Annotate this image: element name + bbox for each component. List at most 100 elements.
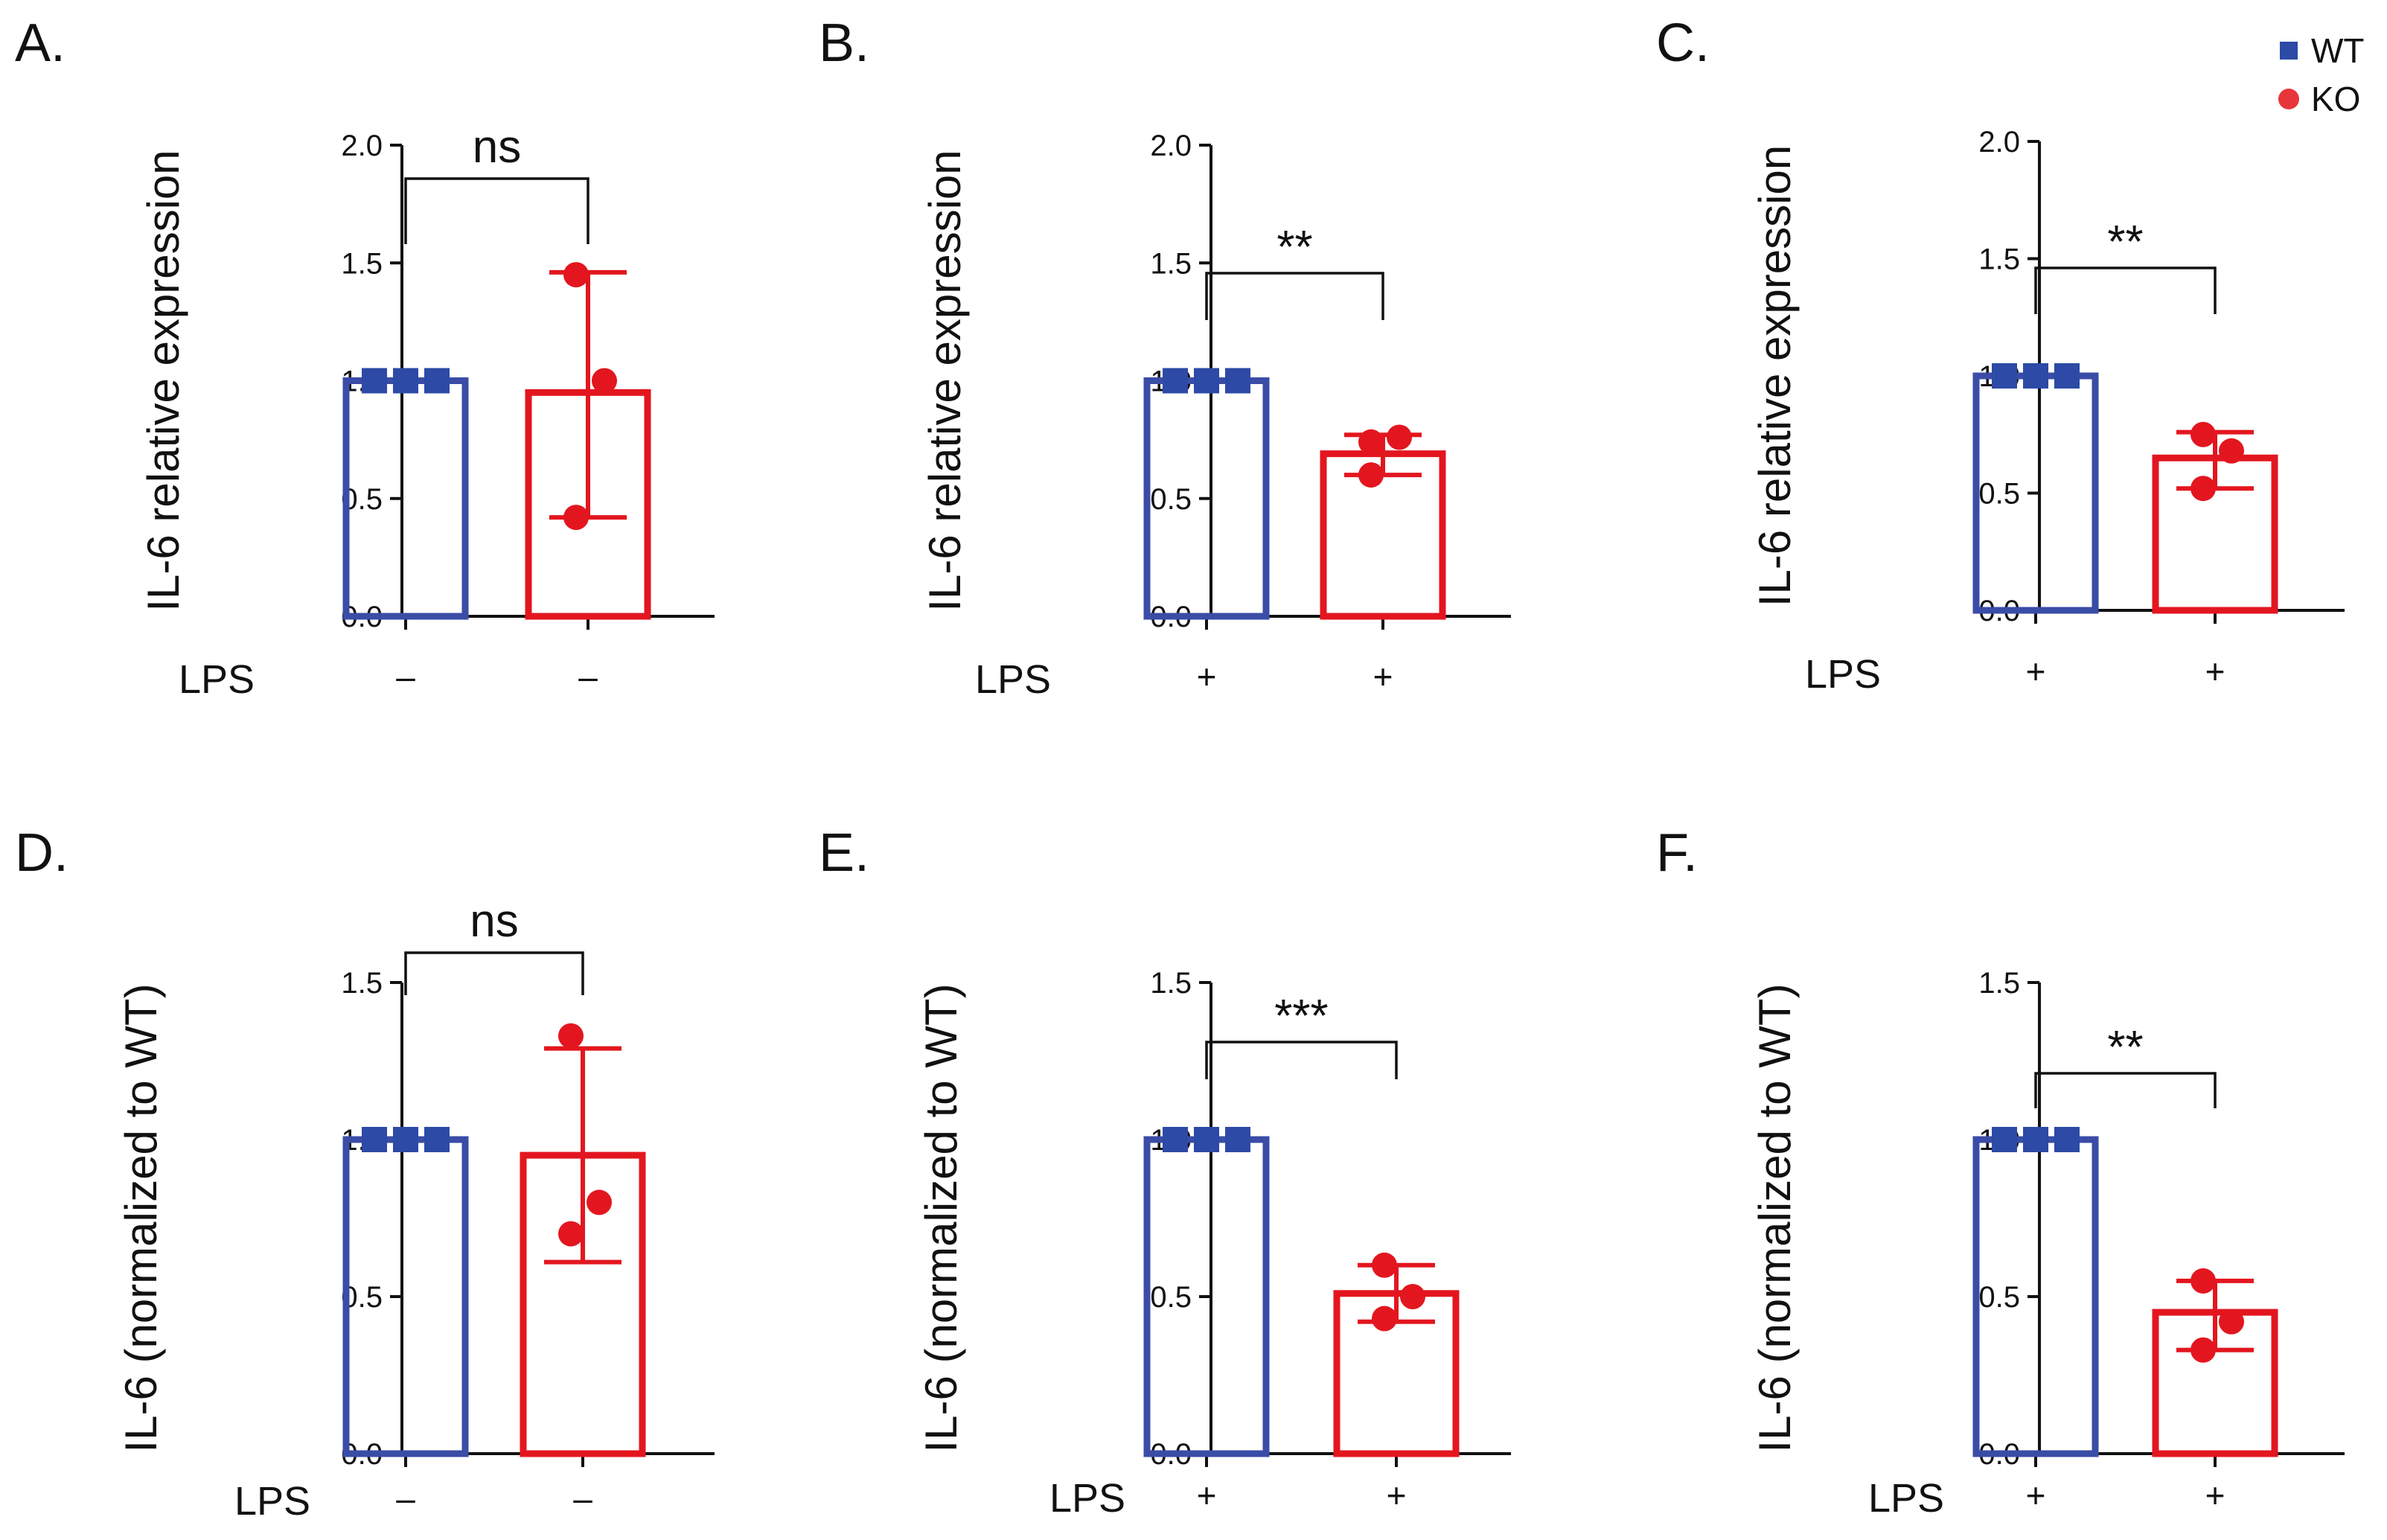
- data-point-ko: [592, 368, 617, 394]
- data-point-ko: [1372, 1306, 1397, 1332]
- y-tick-label: 1.5: [1978, 967, 2020, 1000]
- panel-label: C.: [1656, 13, 1710, 73]
- y-axis-title: IL-6 relative expression: [138, 150, 188, 611]
- y-tick-label: 2.0: [1978, 126, 2020, 159]
- data-point-wt: [2023, 1127, 2048, 1152]
- chart-panel-d: D.IL-6 (normalized to WT)0.00.51.01.5––L…: [15, 823, 715, 1524]
- lps-row-label: LPS: [1049, 1476, 1125, 1521]
- panel-label: B.: [819, 13, 869, 73]
- significance-bracket: [1205, 1041, 1398, 1079]
- significance-label: ns: [470, 895, 518, 947]
- data-point-wt: [1992, 363, 2017, 389]
- lps-sign: –: [573, 1479, 592, 1518]
- lps-row-label: LPS: [975, 657, 1051, 702]
- data-point-wt: [362, 368, 387, 394]
- y-tick-label: 1.5: [1150, 247, 1192, 280]
- data-point-wt: [1225, 368, 1250, 394]
- y-tick-label: 0.5: [1150, 1281, 1192, 1314]
- data-point-ko: [2191, 1337, 2216, 1363]
- lps-row-label: LPS: [1868, 1476, 1944, 1521]
- y-axis-title: IL-6 (normalized to WT): [116, 983, 166, 1452]
- significance-bracket: [2034, 1072, 2217, 1108]
- significance-label: **: [2107, 1022, 2143, 1073]
- data-point-ko: [1372, 1252, 1397, 1278]
- data-point-wt: [424, 1127, 450, 1152]
- significance-label: ns: [473, 121, 521, 173]
- chart-panel-a: A.IL-6 relative expression0.00.51.01.52.…: [15, 13, 715, 702]
- legend: WT KO: [2278, 31, 2365, 118]
- lps-row-label: LPS: [1805, 652, 1881, 697]
- data-point-ko: [587, 1189, 612, 1215]
- legend-marker-ko: [2278, 89, 2299, 109]
- data-point-ko: [558, 1221, 584, 1247]
- significance-bracket: [404, 177, 589, 244]
- lps-sign: +: [2205, 652, 2225, 691]
- y-axis-title: IL-6 relative expression: [1750, 145, 1800, 607]
- data-point-ko: [1387, 424, 1412, 450]
- y-tick-label: 1.5: [1978, 243, 2020, 276]
- data-point-wt: [1194, 1127, 1219, 1152]
- y-axis-title: IL-6 relative expression: [920, 150, 970, 611]
- data-point-wt: [393, 368, 418, 394]
- lps-row-label: LPS: [179, 657, 255, 702]
- lps-sign: +: [2205, 1476, 2225, 1515]
- legend-marker-wt: [2280, 42, 2298, 60]
- data-point-wt: [424, 368, 450, 394]
- lps-sign: –: [578, 657, 598, 696]
- data-point-wt: [362, 1127, 387, 1152]
- data-point-wt: [2023, 363, 2048, 389]
- y-tick-label: 2.0: [341, 130, 383, 162]
- data-point-wt: [1225, 1127, 1250, 1152]
- significance-bracket: [1205, 272, 1384, 320]
- data-point-ko: [2191, 421, 2216, 447]
- chart-panel-c: C.IL-6 relative expression0.00.51.01.52.…: [1656, 13, 2345, 697]
- data-point-ko: [563, 505, 589, 531]
- y-axis-title: IL-6 (normalized to WT): [1750, 983, 1800, 1452]
- y-axis-title: IL-6 (normalized to WT): [916, 983, 966, 1452]
- lps-sign: +: [2026, 1476, 2046, 1515]
- data-point-ko: [1400, 1284, 1425, 1309]
- y-tick-label: 0.5: [1150, 483, 1192, 516]
- lps-row-label: LPS: [234, 1479, 310, 1524]
- lps-sign: +: [2026, 652, 2046, 691]
- data-point-wt: [2054, 363, 2080, 389]
- data-point-ko: [2219, 1309, 2244, 1335]
- data-point-wt: [1163, 368, 1188, 394]
- significance-label: ***: [1274, 991, 1328, 1042]
- legend-label: KO: [2311, 80, 2360, 118]
- y-tick-label: 0.5: [1978, 1281, 2020, 1314]
- data-point-wt: [1992, 1127, 2017, 1152]
- y-tick-label: 0.5: [1978, 478, 2020, 511]
- significance-bracket: [2034, 266, 2217, 314]
- panel-label: F.: [1656, 823, 1698, 883]
- y-tick-label: 2.0: [1150, 130, 1192, 162]
- data-point-ko: [2191, 476, 2216, 502]
- significance-bracket: [404, 951, 584, 995]
- significance-label: **: [1276, 222, 1312, 273]
- legend-label: WT: [2311, 31, 2365, 70]
- panel-label: A.: [15, 13, 65, 73]
- y-tick-label: 1.5: [341, 247, 383, 280]
- y-tick-label: 1.5: [341, 967, 383, 1000]
- data-point-ko: [1358, 462, 1384, 488]
- data-point-ko: [2219, 438, 2244, 464]
- lps-sign: +: [1387, 1476, 1407, 1515]
- chart-panel-b: B.IL-6 relative expression0.00.51.01.52.…: [819, 13, 1511, 702]
- panel-label: D.: [15, 823, 68, 883]
- data-point-ko: [563, 262, 589, 288]
- data-point-wt: [2054, 1127, 2080, 1152]
- chart-panel-f: F.IL-6 (normalized to WT)0.00.51.01.5++L…: [1656, 823, 2345, 1521]
- data-point-ko: [2191, 1268, 2216, 1294]
- data-point-ko: [558, 1023, 584, 1049]
- lps-sign: –: [396, 1479, 415, 1518]
- chart-panel-e: E.IL-6 (normalized to WT)0.00.51.01.5++L…: [819, 823, 1511, 1521]
- data-point-ko: [1358, 429, 1384, 455]
- data-point-wt: [1194, 368, 1219, 394]
- data-point-wt: [393, 1127, 418, 1152]
- significance-label: **: [2107, 217, 2143, 268]
- y-tick-label: 1.5: [1150, 967, 1192, 1000]
- lps-sign: +: [1373, 657, 1393, 696]
- lps-sign: +: [1197, 657, 1217, 696]
- panel-label: E.: [819, 823, 869, 883]
